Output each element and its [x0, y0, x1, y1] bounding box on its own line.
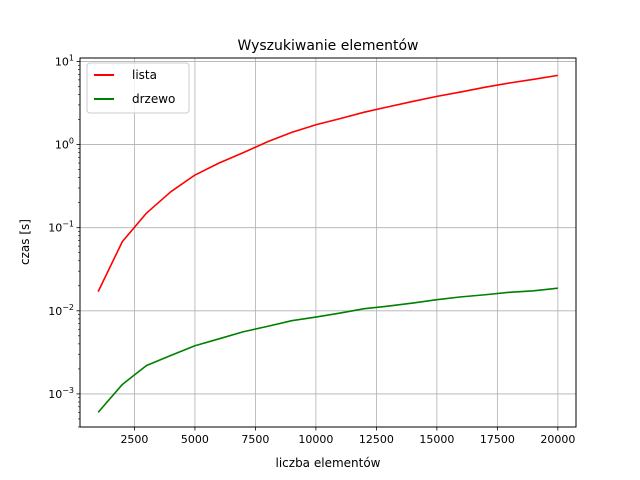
y-tick-label: 10−2 [48, 303, 74, 318]
x-tick-label: 12500 [359, 433, 394, 446]
x-tick-label: 7500 [241, 433, 269, 446]
y-tick-label: 10−3 [48, 386, 74, 401]
axis-ticks: 2500 5000 7500 10000 12500 15000 17500 20000 10−… [48, 53, 575, 446]
legend: lista drzewo [86, 62, 190, 114]
chart-title: Wyszukiwanie elementów [238, 38, 419, 54]
series-line-drzewo [97, 287, 558, 413]
y-tick-label: 101 [55, 53, 74, 68]
legend-label-drzewo: drzewo [132, 92, 175, 106]
plot-frame [79, 57, 577, 428]
series-lines [97, 74, 558, 413]
legend-label-lista: lista [132, 68, 157, 82]
y-tick-label: 10−1 [48, 220, 74, 235]
grid-lines [80, 58, 576, 427]
x-tick-label: 15000 [419, 433, 454, 446]
x-tick-label: 17500 [480, 433, 515, 446]
x-tick-label: 10000 [298, 433, 333, 446]
y-tick-label: 100 [55, 137, 74, 152]
x-tick-label: 5000 [181, 433, 209, 446]
x-tick-label: 2500 [120, 433, 148, 446]
x-tick-label: 20000 [540, 433, 575, 446]
x-axis-title: liczba elementów [276, 456, 381, 470]
series-line-lista [97, 74, 558, 292]
y-axis-title: czas [s] [18, 219, 32, 265]
